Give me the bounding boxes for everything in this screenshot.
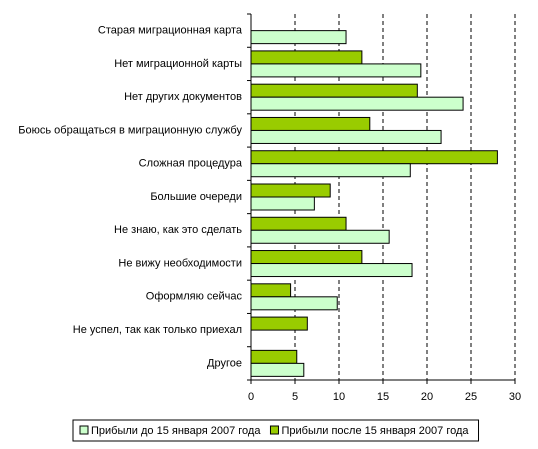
bar	[250, 196, 315, 211]
bar	[250, 163, 411, 178]
legend: Прибыли до 15 января 2007 года Прибыли по…	[72, 419, 480, 442]
bar	[250, 30, 347, 45]
legend-swatch	[79, 425, 89, 435]
x-tick-label: 25	[465, 391, 477, 403]
x-tick-label: 30	[509, 391, 521, 403]
bar	[250, 50, 363, 65]
x-tick-label: 20	[421, 391, 433, 403]
bar	[250, 150, 498, 165]
bar	[250, 216, 347, 231]
bar	[250, 263, 413, 278]
bar	[250, 349, 298, 364]
bar	[250, 283, 292, 298]
category-label: Нет других документов	[124, 91, 242, 103]
bar	[250, 316, 308, 331]
category-label: Не знаю, как это сделать	[114, 224, 242, 236]
legend-label: Прибыли до 15 января 2007 года	[91, 425, 261, 437]
bar	[250, 83, 418, 98]
bar	[250, 296, 338, 311]
bar	[250, 183, 331, 198]
category-label: Большие очереди	[150, 191, 242, 203]
category-label: Сложная процедура	[139, 158, 243, 170]
bar	[250, 96, 464, 111]
category-label: Не успел, так как только приехал	[73, 324, 242, 336]
category-label: Старая миграционная карта	[98, 25, 243, 37]
x-tick-label: 0	[248, 391, 254, 403]
category-label: Оформляю сейчас	[146, 291, 243, 303]
bar	[250, 116, 371, 131]
bar	[250, 129, 442, 144]
category-label: Нет миграционной карты	[114, 58, 242, 70]
x-tick-label: 15	[377, 391, 389, 403]
bar	[250, 63, 422, 78]
x-tick-label: 5	[292, 391, 298, 403]
bar	[250, 250, 363, 265]
legend-swatch	[269, 425, 279, 435]
bar	[250, 229, 390, 244]
category-label: Не вижу необходимости	[118, 257, 242, 269]
category-label: Боюсь обращаться в миграционную службу	[18, 124, 242, 136]
x-tick-label: 10	[333, 391, 345, 403]
bar	[250, 362, 305, 377]
category-label: Другое	[207, 357, 242, 369]
legend-label: Прибыли после 15 января 2007 года	[281, 425, 469, 437]
